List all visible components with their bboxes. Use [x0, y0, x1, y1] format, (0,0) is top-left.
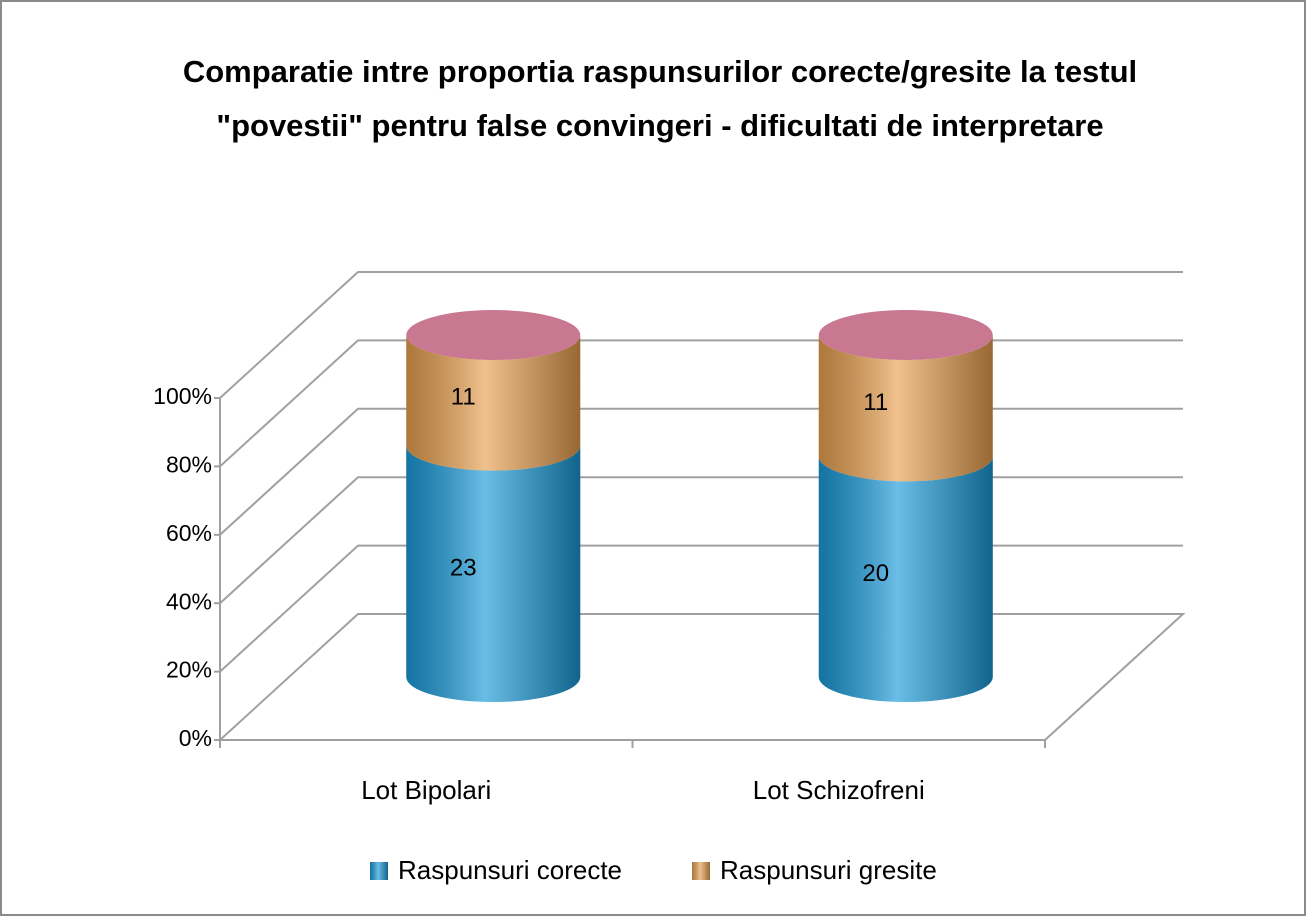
legend-label: Raspunsuri corecte	[398, 855, 622, 885]
legend-swatch-shade	[692, 862, 710, 880]
grid-line	[219, 271, 1183, 399]
y-tick-label: 60%	[166, 520, 212, 546]
floor	[219, 613, 1186, 741]
cylinder-shading	[818, 456, 993, 702]
y-tick-label: 0%	[179, 725, 212, 751]
chart-title: Comparatie intre proportia raspunsurilor…	[183, 54, 1137, 89]
data-label: 11	[863, 389, 888, 416]
data-label: 11	[451, 384, 476, 411]
legend-label: Raspunsuri gresite	[720, 855, 937, 885]
data-label: 20	[862, 560, 889, 587]
y-tick-label: 100%	[153, 383, 212, 409]
y-tick-label: 40%	[166, 588, 212, 614]
data-label: 23	[450, 555, 477, 582]
plot-area: 0% 20% 40% 60% 80% 100% Lot Bipolari 23 11 Lot Sc…	[153, 271, 1186, 885]
cylinder-shading	[406, 445, 581, 702]
cylinder-shading	[406, 335, 581, 471]
x-tick-label: Lot Bipolari	[361, 775, 491, 805]
cylinder-shading	[818, 335, 993, 482]
chart-subtitle: "povestii" pentru false convingeri - dif…	[216, 108, 1103, 143]
cylinder-top	[818, 310, 993, 360]
x-tick-label: Lot Schizofreni	[753, 775, 925, 805]
y-tick-label: 80%	[166, 451, 212, 477]
cylinder-top	[406, 310, 581, 360]
legend-swatch-shade	[370, 862, 388, 880]
y-tick-label: 20%	[166, 657, 212, 683]
